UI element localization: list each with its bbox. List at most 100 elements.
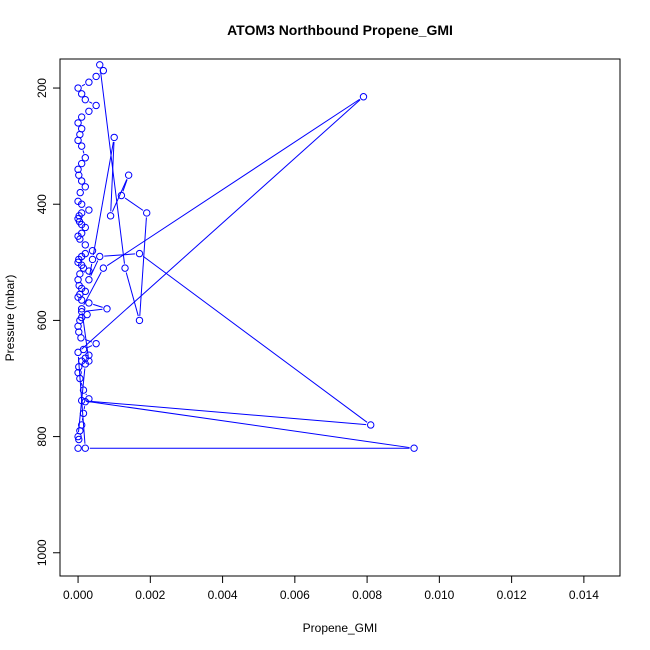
data-point (367, 421, 375, 429)
data-point (85, 206, 93, 214)
series-line-segment (82, 150, 85, 154)
data-point (74, 197, 82, 206)
x-tick-label: 0.002 (135, 588, 165, 602)
series-line-segment (90, 260, 99, 276)
data-point (74, 432, 82, 441)
series-line-segment (139, 217, 147, 316)
x-axis: 0.000 0.002 0.004 0.006 0.008 0.010 0.012 0.014 (63, 575, 599, 602)
data-point (81, 183, 89, 191)
data-point (135, 316, 144, 325)
series-line-segment (78, 368, 86, 433)
data-point (85, 395, 93, 403)
chart-title: ATOM3 Northbound Propene_GMI (227, 22, 453, 38)
x-tick-label: 0.000 (63, 588, 93, 602)
data-point (77, 421, 86, 429)
data-point (74, 258, 82, 267)
data-point (124, 171, 133, 179)
data-point (103, 305, 111, 313)
series-line-segment (89, 263, 93, 276)
data-point (85, 78, 93, 86)
data-point (81, 95, 89, 104)
series-line-segment (87, 345, 93, 349)
series-line-segment (80, 382, 83, 386)
y-tick-label: 800 (35, 426, 49, 446)
data-point (85, 276, 93, 284)
x-axis-label: Propene_GMI (303, 621, 378, 635)
data-point (75, 435, 83, 444)
data-point (92, 101, 100, 110)
data-point (81, 360, 89, 368)
data-point (85, 351, 93, 359)
data-point (359, 93, 368, 101)
series-line-segment (89, 101, 93, 104)
data-point (75, 363, 83, 371)
data-point (92, 72, 100, 81)
series-line-segment (106, 98, 361, 267)
data-point (79, 386, 88, 394)
y-tick-label: 200 (35, 78, 49, 98)
data-point (77, 396, 86, 405)
x-tick-label: 0.004 (208, 588, 238, 602)
data-point (74, 119, 82, 127)
x-tick-label: 0.012 (497, 588, 527, 602)
data-point (77, 113, 86, 121)
series-line-segment (81, 99, 361, 350)
data-point (77, 90, 86, 98)
plot-area (74, 61, 418, 452)
series-line-segment (104, 253, 136, 257)
data-point (77, 305, 86, 313)
x-tick-label: 0.008 (352, 588, 382, 602)
series-line-segment (86, 308, 103, 312)
data-point (121, 264, 129, 272)
series-line-segment (124, 197, 144, 211)
data-point (410, 444, 418, 452)
data-point (96, 252, 104, 261)
data-point (135, 249, 144, 258)
data-point (77, 177, 86, 185)
data-point (85, 107, 93, 115)
data-point (76, 188, 84, 197)
x-tick-label: 0.006 (280, 588, 310, 602)
y-axis: 200 400 600 800 1000 (35, 78, 61, 566)
data-point (77, 307, 86, 316)
data-point (99, 264, 108, 272)
plot-frame (59, 58, 621, 577)
data-point (75, 328, 83, 336)
series-line-segment (81, 83, 86, 87)
data-point (74, 348, 82, 357)
data-point (85, 299, 93, 307)
y-tick-label: 400 (35, 194, 49, 214)
data-point (81, 154, 89, 162)
data-point (81, 241, 89, 249)
series-line-segment (122, 179, 128, 192)
data-point (99, 66, 108, 75)
data-point (77, 142, 86, 150)
data-point (77, 125, 86, 133)
y-tick-label: 1000 (35, 539, 49, 566)
series-line-segment (110, 141, 115, 212)
series-line-segment (93, 303, 103, 308)
data-point (79, 409, 88, 418)
x-tick-label: 0.010 (424, 588, 454, 602)
series-line-segment (92, 141, 114, 256)
data-point (74, 444, 82, 452)
series-line-segment (86, 400, 367, 426)
data-point (74, 165, 82, 174)
y-tick-label: 600 (35, 310, 49, 330)
data-point (81, 249, 89, 258)
series-line-segment (142, 255, 368, 423)
series-line-segment (111, 179, 128, 212)
series-line-segment (86, 400, 410, 449)
series-line-segment (85, 393, 87, 396)
data-point (77, 209, 86, 217)
data-point (88, 246, 97, 255)
data-point (76, 270, 84, 278)
series-line-segment (83, 271, 102, 306)
y-axis-label: Pressure (mbar) (3, 275, 17, 362)
data-point (74, 368, 82, 377)
data-point (77, 159, 86, 168)
data-point (77, 229, 86, 237)
series-line-segment (125, 272, 139, 317)
data-point (110, 133, 118, 142)
